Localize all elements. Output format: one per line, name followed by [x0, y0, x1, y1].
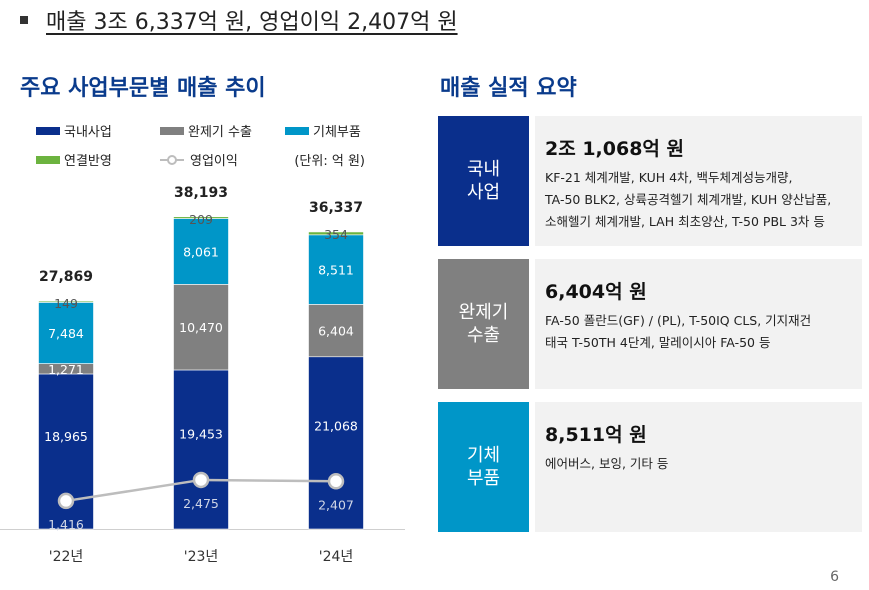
- card-parts-tag: 기체 부품: [438, 402, 529, 532]
- bar-value-label: 8,511: [318, 263, 354, 278]
- card-tag-line: 국내: [466, 159, 501, 180]
- x-tick-label: '24년: [319, 549, 354, 565]
- legend-label: 완제기 수출: [188, 125, 252, 140]
- bar-segment: [308, 231, 364, 236]
- bullet-icon: [20, 16, 28, 24]
- legend-swatch: [160, 127, 184, 135]
- card-domestic-amount: 2조 1,068억 원: [545, 138, 684, 160]
- card-parts: 기체 부품 8,511억 원 에어버스, 보잉, 기타 등: [438, 402, 862, 532]
- bar-segment: [308, 234, 364, 305]
- bar-value-label: 8,061: [183, 244, 219, 259]
- legend-label: 영업이익: [190, 154, 238, 169]
- card-parts-body: 8,511억 원 에어버스, 보잉, 기타 등: [535, 402, 862, 532]
- bar-value-label: 7,484: [48, 326, 84, 341]
- card-desc-line: KF-21 체계개발, KUH 4차, 백두체계성능개량,: [545, 170, 793, 185]
- bar-value-label: 19,453: [179, 427, 223, 442]
- card-export-tag: 완제기 수출: [438, 259, 529, 389]
- card-parts-amount: 8,511억 원: [545, 424, 647, 446]
- bar-value-label: 21,068: [314, 419, 358, 434]
- bar-segment: [38, 300, 94, 303]
- card-export-desc: FA-50 폴란드(GF) / (PL), T-50IQ CLS, 기지재건 태…: [545, 310, 861, 354]
- bar-value-label: 10,470: [179, 320, 223, 335]
- card-tag-line: 사업: [466, 182, 501, 203]
- op-profit-label: 2,475: [183, 496, 219, 511]
- bar-segment: [308, 304, 364, 358]
- legend-label: 연결반영: [64, 154, 112, 169]
- summary-section-title: 매출 실적 요약: [440, 76, 577, 101]
- legend-swatch: [36, 156, 60, 164]
- legend-swatch: [285, 127, 309, 135]
- op-profit-point: [327, 473, 345, 490]
- legend-marker: [167, 155, 177, 165]
- card-export-amount: 6,404억 원: [545, 281, 647, 303]
- card-domestic: 국내 사업 2조 1,068억 원 KF-21 체계개발, KUH 4차, 백두체…: [438, 116, 862, 246]
- total-label: 36,337: [309, 200, 363, 216]
- op-profit-label: 1,416: [48, 517, 84, 532]
- bar-value-label: 18,965: [44, 429, 88, 444]
- card-export-body: 6,404억 원 FA-50 폴란드(GF) / (PL), T-50IQ CL…: [535, 259, 862, 389]
- bar-segment: [38, 302, 94, 364]
- op-profit-point: [57, 492, 75, 510]
- card-domestic-desc: KF-21 체계개발, KUH 4차, 백두체계성능개량, TA-50 BLK2…: [545, 167, 861, 233]
- card-tag-line: 완제기: [458, 302, 509, 323]
- card-desc-line: TA-50 BLK2, 상륙공격헬기 체계개발, KUH 양산납품,: [545, 192, 832, 207]
- legend-label: 기체부품: [313, 125, 361, 140]
- bar-value-label: 354: [324, 227, 348, 242]
- card-tag-line: 기체: [466, 445, 501, 466]
- headline: 매출 3조 6,337억 원, 영업이익 2,407억 원: [20, 4, 458, 36]
- card-desc-line: 소해헬기 체계개발, LAH 최초양산, T-50 PBL 3차 등: [545, 214, 825, 229]
- bar-value-label: 209: [189, 212, 213, 227]
- card-export: 완제기 수출 6,404억 원 FA-50 폴란드(GF) / (PL), T-5…: [438, 259, 862, 389]
- bar-segment: [173, 284, 229, 371]
- op-profit-point: [192, 471, 210, 489]
- bar-value-label: 1,271: [48, 362, 84, 377]
- x-tick-label: '23년: [184, 549, 219, 565]
- page-number: 6: [830, 569, 839, 585]
- card-domestic-body: 2조 1,068억 원 KF-21 체계개발, KUH 4차, 백두체계성능개량…: [535, 116, 862, 246]
- card-desc-line: 태국 T-50TH 4단계, 말레이시아 FA-50 등: [545, 335, 771, 350]
- bar-segment: [173, 369, 229, 530]
- bar-value-label: 6,404: [318, 324, 354, 339]
- legend-label: 국내사업: [64, 125, 112, 140]
- bar-segment: [173, 218, 229, 285]
- card-tag-line: 부품: [466, 468, 501, 489]
- card-desc-line: 에어버스, 보잉, 기타 등: [545, 456, 669, 471]
- chart-section-title: 주요 사업부문별 매출 추이: [20, 76, 266, 101]
- x-tick-label: '22년: [49, 549, 84, 565]
- bar-value-label: 149: [54, 296, 78, 311]
- legend-swatch: [36, 127, 60, 135]
- card-desc-line: FA-50 폴란드(GF) / (PL), T-50IQ CLS, 기지재건: [545, 313, 812, 328]
- card-domestic-tag: 국내 사업: [438, 116, 529, 246]
- op-profit-label: 2,407: [318, 497, 354, 512]
- total-label: 38,193: [174, 185, 228, 201]
- bar-segment: [173, 216, 229, 219]
- card-parts-desc: 에어버스, 보잉, 기타 등: [545, 453, 861, 475]
- total-label: 27,869: [39, 269, 93, 285]
- unit-label: (단위: 억 원): [294, 154, 365, 169]
- card-tag-line: 수출: [466, 325, 501, 346]
- headline-text: 매출 3조 6,337억 원, 영업이익 2,407억 원: [46, 10, 458, 35]
